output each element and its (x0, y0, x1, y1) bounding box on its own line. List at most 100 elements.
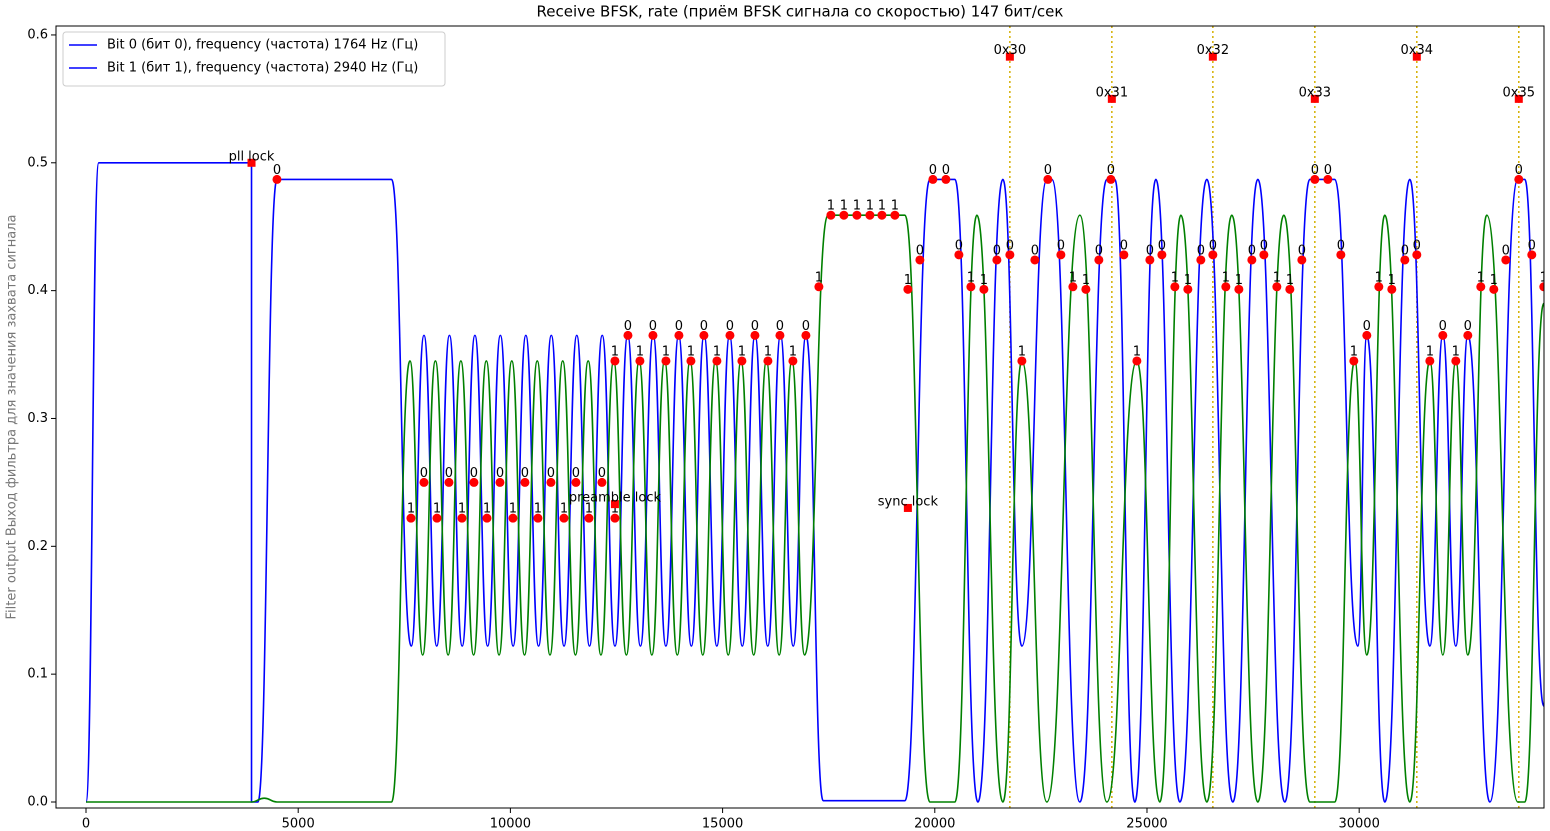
bit-marker (1438, 330, 1448, 340)
bit-marker (1170, 282, 1180, 292)
bit-marker (508, 513, 518, 523)
bit-label: 0 (1439, 319, 1447, 334)
bit-marker (763, 356, 773, 366)
bit-marker (725, 330, 735, 340)
bit-label: 1 (789, 344, 797, 359)
bit-label: 0 (700, 319, 708, 334)
bit-marker (546, 477, 556, 487)
plot-frame (55, 25, 1545, 809)
bit-label: 0 (1363, 319, 1371, 334)
bit-marker (584, 513, 594, 523)
bit-label: 0 (598, 466, 606, 481)
bit-marker (1412, 250, 1422, 260)
bit-marker (1323, 174, 1333, 184)
bit-marker (852, 210, 862, 220)
annotation-label: 0x35 (1503, 85, 1536, 100)
bit-marker (419, 477, 429, 487)
bit-label: 1 (1426, 344, 1434, 359)
bit-marker (826, 210, 836, 220)
bit-label: 0 (1324, 163, 1332, 178)
bit-label: 0 (1260, 238, 1268, 253)
bit-marker (1297, 255, 1307, 265)
bit-label: 0 (1528, 238, 1536, 253)
bit-label: 1 (509, 502, 517, 517)
bit-label: 0 (1006, 238, 1014, 253)
bit-marker (686, 356, 696, 366)
y-tick-label: 0.3 (27, 411, 48, 426)
bit-label: 1 (1540, 270, 1548, 285)
bit-marker (890, 210, 900, 220)
bit-label: 0 (572, 466, 580, 481)
bit-marker (1463, 330, 1473, 340)
bit-marker (648, 330, 658, 340)
bit-marker (1489, 284, 1499, 294)
bit-marker (610, 356, 620, 366)
bit-marker (877, 210, 887, 220)
bit-label: 1 (713, 344, 721, 359)
annotation-label: preamble lock (569, 491, 662, 506)
bit-marker (1106, 174, 1116, 184)
bit-marker (1043, 174, 1053, 184)
bit-label: 1 (483, 502, 491, 517)
bit-marker (1259, 250, 1269, 260)
bit-label: 1 (407, 502, 415, 517)
series-line (86, 214, 1544, 803)
bit-marker (1476, 282, 1486, 292)
x-tick-label: 5000 (282, 817, 315, 831)
bit-marker (1349, 356, 1359, 366)
bit-marker (1157, 250, 1167, 260)
bit-label: 1 (1069, 270, 1077, 285)
bit-label: 0 (955, 238, 963, 253)
bit-marker (457, 513, 467, 523)
bit-label: 0 (496, 466, 504, 481)
bit-label: 0 (649, 319, 657, 334)
bit-label: 1 (1477, 270, 1485, 285)
bit-label: 1 (611, 344, 619, 359)
annotation-marker (1514, 94, 1523, 103)
y-axis-label: Filter output Выход фильтра для значения… (5, 215, 20, 620)
bit-label: 1 (1452, 344, 1460, 359)
bit-label: 0 (675, 319, 683, 334)
bit-marker (661, 356, 671, 366)
bit-label: 1 (815, 270, 823, 285)
annotation-label: sync lock (878, 494, 939, 509)
series-line (85, 161, 1544, 803)
bit-label: 1 (980, 273, 988, 288)
bit-label: 0 (1515, 163, 1523, 178)
bit-label: 0 (751, 319, 759, 334)
bit-marker (1030, 255, 1040, 265)
y-tick-label: 0.5 (27, 155, 48, 170)
bit-label: 0 (1057, 238, 1065, 253)
bit-label: 0 (1120, 238, 1128, 253)
bit-marker (610, 513, 620, 523)
bit-label: 1 (636, 344, 644, 359)
bit-label: 0 (624, 319, 632, 334)
bit-marker (1234, 284, 1244, 294)
bit-marker (737, 356, 747, 366)
bit-label: 1 (1184, 273, 1192, 288)
x-tick-label: 25000 (1126, 817, 1167, 831)
bit-marker (1374, 282, 1384, 292)
x-tick-label: 30000 (1338, 817, 1379, 831)
bit-label: 1 (534, 502, 542, 517)
bit-label: 0 (1298, 243, 1306, 258)
y-tick-label: 0.1 (27, 667, 48, 682)
bit-marker (750, 330, 760, 340)
bit-marker (814, 282, 824, 292)
bit-label: 0 (521, 466, 529, 481)
x-tick-label: 0 (82, 817, 90, 831)
bit-label: 1 (866, 199, 874, 214)
y-tick-label: 0.4 (27, 283, 48, 298)
annotation-label: 0x33 (1299, 85, 1332, 100)
bit-label: 0 (445, 466, 453, 481)
bit-marker (979, 284, 989, 294)
bit-label: 0 (1158, 238, 1166, 253)
bit-marker (432, 513, 442, 523)
bit-label: 0 (726, 319, 734, 334)
legend-frame (62, 31, 446, 87)
bit-label: 0 (1197, 243, 1205, 258)
bit-marker (1247, 255, 1257, 265)
bit-label: 1 (878, 199, 886, 214)
y-tick-label: 0.6 (27, 27, 48, 42)
bit-marker (1017, 356, 1027, 366)
